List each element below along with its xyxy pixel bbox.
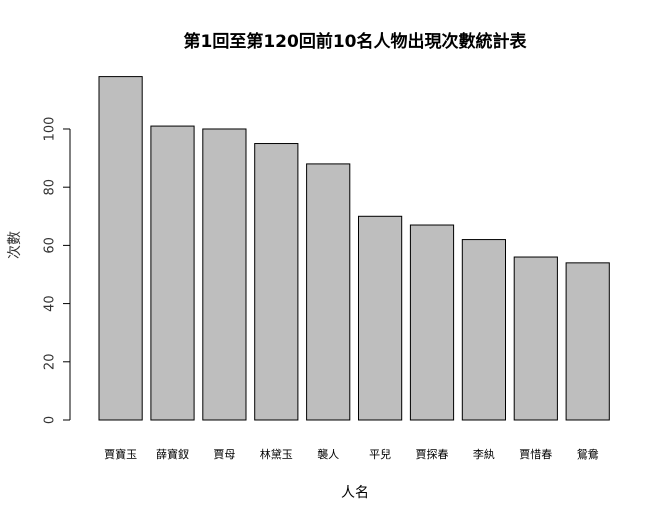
chart-title: 第1回至第120回前10名人物出現次數統計表	[184, 31, 528, 52]
y-tick-label: 80	[43, 179, 58, 196]
x-tick-label: 薛寶釵	[156, 447, 189, 461]
x-tick-label: 賈探春	[416, 448, 449, 461]
x-tick-label: 平兒	[369, 448, 391, 461]
bar	[306, 163, 351, 421]
bar	[513, 256, 558, 421]
bar	[409, 224, 455, 421]
x-tick-label: 賈母	[213, 448, 235, 461]
bar	[150, 125, 195, 421]
x-axis-label: 人名	[341, 485, 369, 501]
x-tick-label: 鴛鴦	[577, 447, 599, 461]
y-axis-label: 次數	[7, 231, 23, 259]
bar	[565, 262, 610, 421]
bar	[461, 239, 506, 421]
x-tick-label: 李紈	[473, 447, 495, 461]
y-tick-label: 20	[43, 354, 58, 371]
y-tick-label: 100	[43, 117, 58, 142]
bar	[202, 128, 247, 421]
bar	[98, 76, 143, 421]
x-tick-label: 賈寶玉	[104, 447, 137, 461]
x-tick-label: 賈惜春	[519, 447, 552, 461]
y-tick-label: 40	[43, 295, 58, 312]
y-tick-label: 60	[43, 237, 58, 254]
x-tick-label: 林黛玉	[260, 447, 293, 461]
bar	[254, 143, 299, 421]
x-tick-label: 襲人	[317, 447, 339, 461]
y-tick-label: 0	[43, 416, 58, 424]
bar	[358, 215, 403, 421]
